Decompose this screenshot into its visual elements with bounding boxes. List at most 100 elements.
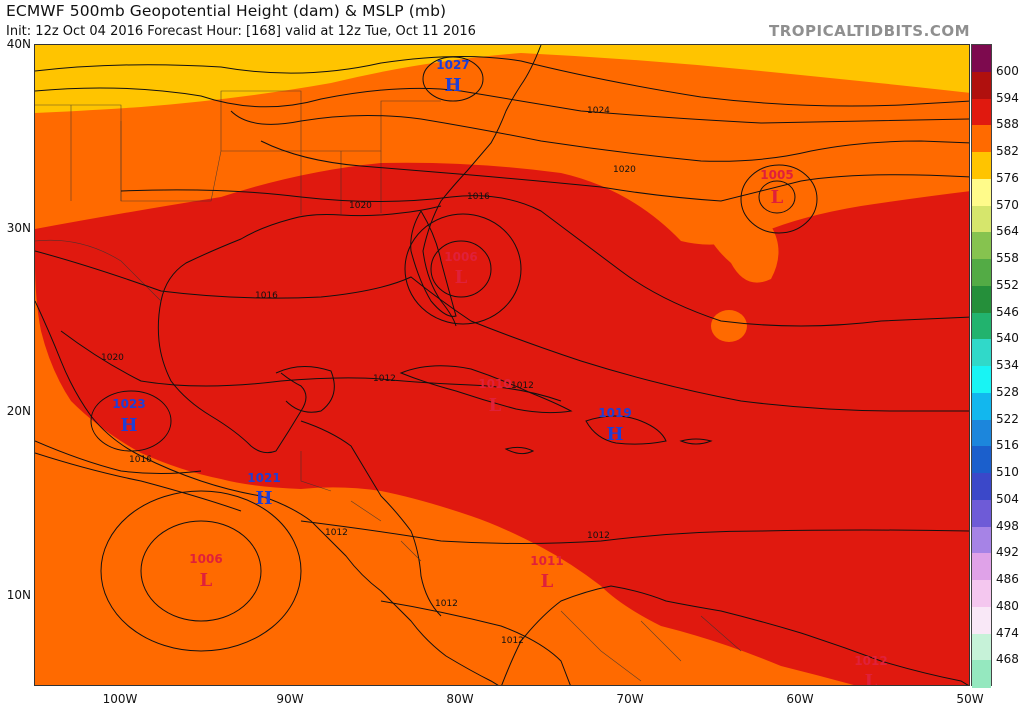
isobar-ring-low-1005	[758, 180, 796, 214]
gulf-coast	[157, 205, 442, 454]
high-1023: 1023 H	[112, 397, 145, 436]
border-line	[560, 610, 742, 682]
colorbar-label: 522	[996, 411, 1019, 426]
colorbar-label: 570	[996, 197, 1019, 212]
colorbar-segment	[972, 178, 991, 206]
low-value: 1006	[444, 250, 477, 264]
isobar-ring-low-1005-outer	[740, 164, 818, 234]
isobar-label: 1020	[101, 353, 124, 363]
high-value: 1023	[112, 397, 145, 411]
colorbar-label: 564	[996, 224, 1019, 239]
colorbar-segment	[972, 606, 991, 634]
colorbar-segment	[972, 312, 991, 340]
colorbar-segment	[972, 285, 991, 313]
low-value: 1005	[760, 168, 793, 182]
isobar-label: 1016	[129, 455, 152, 465]
high-letter: H	[120, 415, 137, 436]
puerto-rico-coast	[679, 438, 713, 445]
high-letter: H	[606, 424, 623, 445]
colorbar-label: 576	[996, 170, 1019, 185]
isobar-label: 1012	[325, 528, 348, 538]
colorbar-label: 552	[996, 277, 1019, 292]
political-borders	[35, 90, 742, 682]
colorbar-label: 510	[996, 465, 1019, 479]
colorbar-segment	[972, 419, 991, 447]
colorbar-label: 588	[996, 117, 1019, 132]
colorbar-segment	[972, 633, 991, 661]
colorbar-segment	[972, 98, 991, 126]
colorbar-label: 546	[996, 304, 1019, 319]
lat-label-10n: 10N	[6, 588, 31, 602]
border-line	[35, 104, 301, 202]
colorbar-label: 498	[996, 518, 1019, 533]
colorbar-label: 504	[996, 491, 1019, 506]
isobar-line	[60, 330, 562, 402]
isobar-label: 1020	[349, 201, 372, 211]
colorbar-segment	[972, 339, 991, 367]
isobar-ring-low-1006-outer	[404, 213, 522, 325]
isobar-label: 1016	[467, 192, 490, 202]
central-america-caribbean-coast	[300, 420, 442, 617]
colorbar	[971, 44, 992, 688]
colorbar-segment	[972, 366, 991, 394]
isobar-line	[35, 452, 242, 512]
isobar-label: 1012	[435, 599, 458, 609]
colorbar-label: 528	[996, 384, 1019, 399]
isobar-label: 1012	[373, 374, 396, 384]
low-1012-venezuela: 1012 L	[854, 654, 887, 686]
low-letter: L	[541, 571, 554, 592]
low-1011-colombia: 1011 L	[530, 554, 563, 592]
low-value: 1010	[478, 377, 511, 391]
yucatan-coast	[275, 366, 335, 413]
us-east-coast	[422, 45, 542, 327]
colorbar-label: 474	[996, 625, 1019, 640]
low-letter: L	[455, 267, 468, 288]
border-line	[300, 151, 382, 215]
isobar-ring-high-1023	[90, 390, 172, 452]
pressure-systems: 1027 H 1005 L 1006 L 1023 H 1021 H 1010 …	[112, 58, 887, 686]
isobars	[35, 55, 969, 685]
lon-label-100w: 100W	[102, 692, 138, 706]
mexico-pacific-coast	[35, 300, 499, 685]
colorbar-label: 534	[996, 358, 1019, 372]
colorbar-segment	[972, 232, 991, 260]
high-value: 1027	[436, 58, 469, 72]
lon-label-90w: 90W	[276, 692, 304, 706]
low-letter: L	[865, 671, 878, 686]
colorbar-segment	[972, 125, 991, 153]
colorbar-label: 468	[996, 652, 1019, 667]
isobar-line	[120, 189, 969, 327]
south-america-north-coast	[501, 585, 969, 685]
lat-label-30n: 30N	[6, 221, 31, 235]
height-fill-582-lobe	[701, 214, 779, 283]
brand-watermark: TROPICALTIDBITS.COM	[769, 22, 970, 40]
colorbar-segment	[972, 259, 991, 287]
map-svg: 1024 1020 1020 1016 1016 1020 1016 1012 …	[35, 45, 969, 686]
lon-label-70w: 70W	[616, 692, 644, 706]
low-1010-cuba: 1010 L	[478, 377, 511, 416]
colorbar-segment	[972, 205, 991, 233]
isobar-ring-low-1006-pacific-outer	[100, 490, 302, 652]
colorbar-label: 480	[996, 598, 1019, 613]
isobar-line	[260, 140, 969, 202]
coastlines	[35, 45, 969, 685]
colorbar-segment	[972, 473, 991, 501]
hispaniola-coast	[585, 415, 667, 445]
lon-label-80w: 80W	[446, 692, 474, 706]
lat-label-20n: 20N	[6, 404, 31, 418]
jamaica-coast	[504, 446, 535, 455]
isobar-labels: 1024 1020 1020 1016 1016 1020 1016 1012 …	[101, 106, 636, 646]
high-1021: 1021 H	[247, 471, 280, 509]
isobar-ring-low-1006	[430, 240, 492, 298]
colorbar-label: 600	[996, 63, 1019, 78]
low-1005: 1005 L	[760, 168, 793, 208]
colorbar-segment	[972, 392, 991, 420]
colorbar-segment	[972, 71, 991, 99]
isobar-line	[300, 520, 969, 544]
colorbar-label: 558	[996, 251, 1019, 265]
low-letter: L	[489, 395, 502, 416]
chart-title: ECMWF 500mb Geopotential Height (dam) & …	[6, 2, 447, 20]
high-value: 1021	[247, 471, 280, 485]
low-letter: L	[771, 187, 784, 208]
isobar-line	[230, 110, 969, 162]
